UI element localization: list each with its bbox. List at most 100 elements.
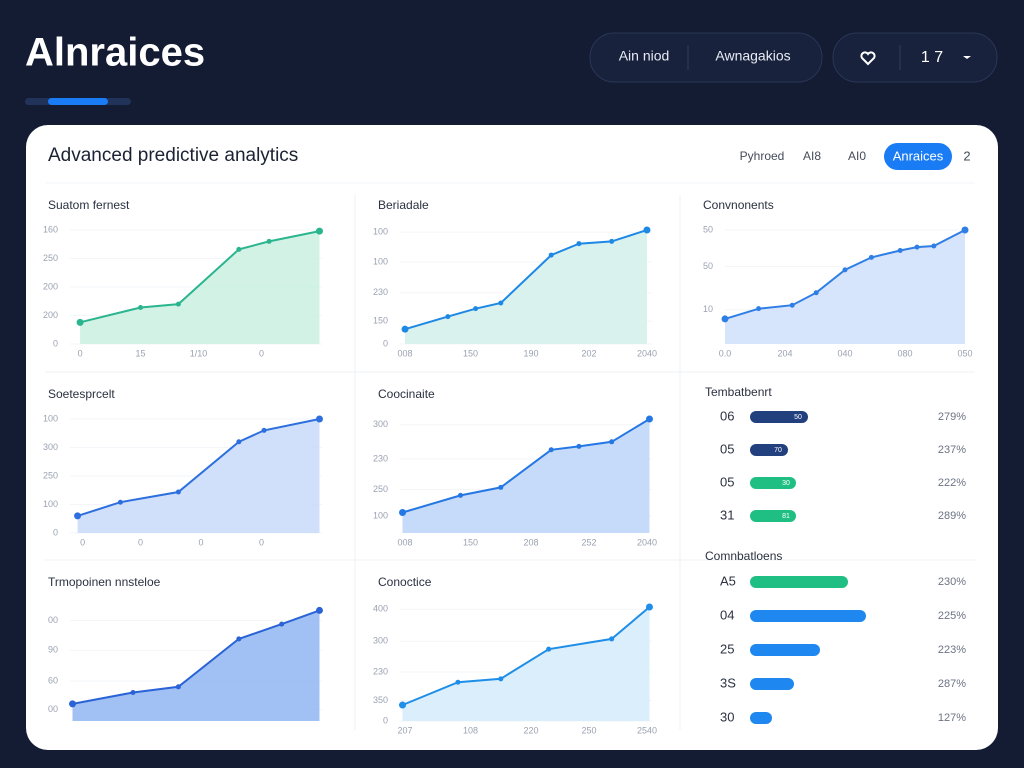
point <box>609 238 615 244</box>
bar-tag: 50 <box>794 414 802 421</box>
progress-fill <box>48 98 108 105</box>
nav-pill <box>589 32 823 83</box>
bar <box>750 678 794 690</box>
row-label: 05 <box>720 474 734 489</box>
y-tick-label: 10 <box>703 304 713 314</box>
x-tick-label: 008 <box>398 348 413 358</box>
point <box>897 248 903 254</box>
point <box>931 243 937 249</box>
tab[interactable]: 2 <box>963 148 970 163</box>
point <box>175 489 181 495</box>
point <box>756 306 762 312</box>
point <box>399 701 407 709</box>
point <box>236 246 242 252</box>
point <box>315 227 323 235</box>
point <box>914 244 920 250</box>
percent: 289% <box>938 510 966 522</box>
point <box>645 415 653 423</box>
y-tick-label: 300 <box>43 442 58 452</box>
point <box>868 254 874 260</box>
point <box>576 241 582 247</box>
x-tick-label: 208 <box>524 537 539 547</box>
row-label: 06 <box>720 408 734 423</box>
bar <box>750 411 808 423</box>
point <box>315 606 323 614</box>
x-tick-label: 050 <box>957 348 972 358</box>
y-tick-label: 400 <box>373 604 388 614</box>
y-tick-label: 00 <box>48 704 58 714</box>
chart-title: Convnonents <box>703 198 774 212</box>
x-tick-label: 0.0 <box>719 348 732 358</box>
x-tick-label: 250 <box>581 725 596 735</box>
percent: 237% <box>938 444 966 456</box>
point <box>546 646 552 652</box>
point <box>498 300 504 306</box>
counter: 1 7 <box>921 49 943 66</box>
tab[interactable]: AI0 <box>848 149 866 163</box>
percent: 225% <box>938 610 966 622</box>
x-tick-label: 150 <box>463 348 478 358</box>
point <box>789 302 795 308</box>
bar <box>750 576 848 588</box>
point <box>473 306 479 312</box>
x-tick-label: 2540 <box>637 725 657 735</box>
point <box>576 443 582 449</box>
tab-active[interactable] <box>884 143 952 170</box>
row-label: 3S <box>720 675 736 690</box>
y-tick-label: 0 <box>53 338 58 348</box>
point <box>401 325 409 333</box>
point <box>548 252 554 258</box>
user-pill <box>832 32 998 83</box>
y-tick-label: 100 <box>43 499 58 509</box>
dropdown-icon[interactable] <box>963 56 971 59</box>
bar-tag: 30 <box>782 480 790 487</box>
chart-title: Beriadale <box>378 198 429 212</box>
y-tick-label: 150 <box>373 316 388 326</box>
percent: 223% <box>938 644 966 656</box>
row-label: 30 <box>720 709 734 724</box>
y-tick-label: 0 <box>383 338 388 348</box>
point <box>609 636 615 642</box>
tab[interactable]: AI8 <box>803 149 821 163</box>
area <box>405 230 647 344</box>
point <box>261 427 267 433</box>
point <box>721 315 729 323</box>
x-tick-label: 0 <box>199 537 204 547</box>
x-tick-label: 0 <box>259 537 264 547</box>
tab[interactable]: Anraices <box>893 148 944 163</box>
x-tick-label: 040 <box>837 348 852 358</box>
point <box>175 301 181 307</box>
row-label: 04 <box>720 607 734 622</box>
y-tick-label: 230 <box>373 287 388 297</box>
line <box>72 609 320 705</box>
nav-item[interactable]: Awnagakios <box>715 48 790 64</box>
x-tick-label: 252 <box>581 537 596 547</box>
line <box>402 606 651 706</box>
x-tick-label: 008 <box>398 537 413 547</box>
y-tick-label: 230 <box>373 666 388 676</box>
nav-item[interactable]: Ain niod <box>619 48 670 64</box>
x-tick-label: 15 <box>136 348 146 358</box>
point <box>279 621 285 627</box>
heart-icon[interactable] <box>860 51 876 66</box>
y-tick-label: 160 <box>43 224 58 234</box>
percent: 222% <box>938 477 966 489</box>
bar <box>750 644 820 656</box>
point <box>117 499 123 505</box>
tab[interactable]: Pyhroed <box>740 149 785 163</box>
percent: 287% <box>938 678 966 690</box>
bar-tag: 70 <box>774 447 782 454</box>
area <box>725 230 965 344</box>
x-tick-label: 0 <box>78 348 83 358</box>
point <box>315 415 323 423</box>
line <box>404 229 648 331</box>
y-tick-label: 50 <box>703 261 713 271</box>
area <box>80 231 320 344</box>
percent: 230% <box>938 576 966 588</box>
bar <box>750 712 772 724</box>
bar <box>750 477 796 489</box>
point <box>266 238 272 244</box>
y-tick-label: 0 <box>383 715 388 725</box>
point <box>609 439 615 445</box>
